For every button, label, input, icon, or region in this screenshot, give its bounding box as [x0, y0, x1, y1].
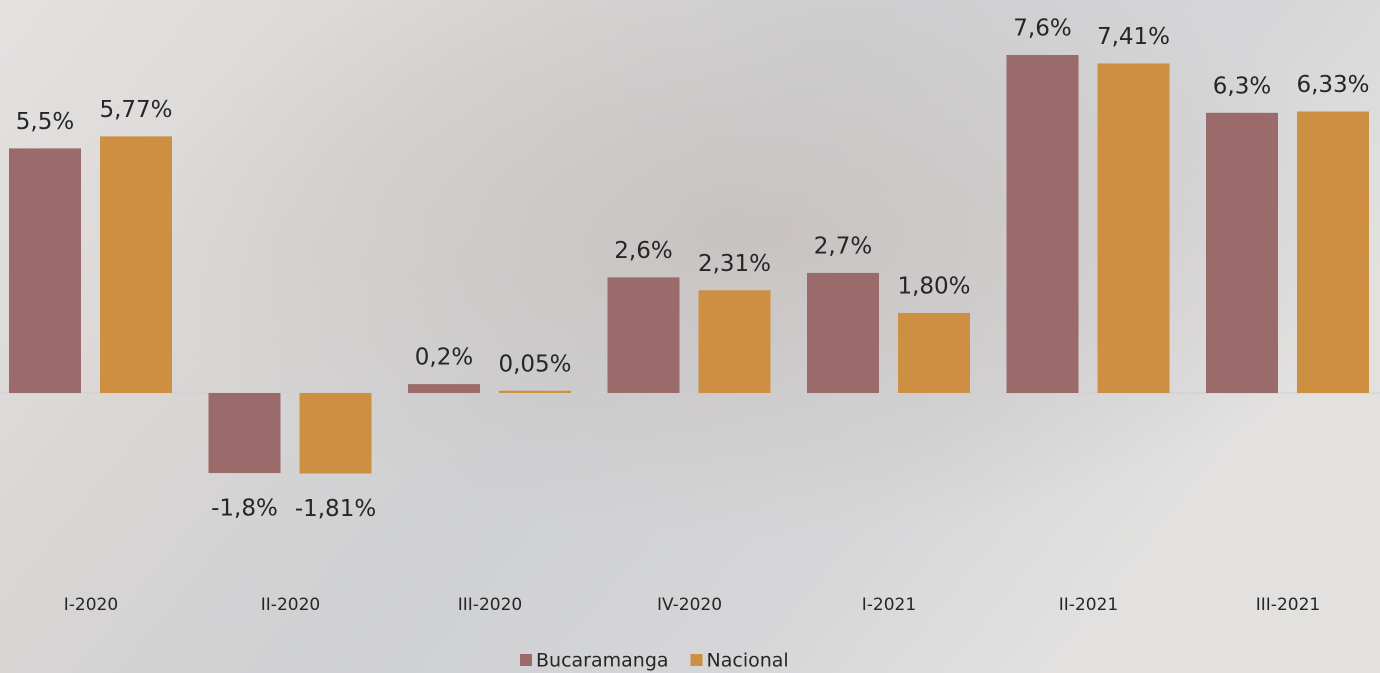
bar	[208, 393, 281, 474]
data-label: 0,2%	[415, 345, 473, 371]
x-tick-label: II-2020	[261, 595, 320, 615]
legend-label: Nacional	[707, 650, 789, 672]
data-label: 2,7%	[814, 233, 872, 259]
x-tick-label: III-2020	[458, 595, 522, 615]
legend-swatch	[690, 654, 703, 666]
data-label: 5,77%	[99, 97, 172, 123]
data-label: 7,41%	[1097, 24, 1170, 50]
x-tick-label: III-2021	[1256, 595, 1320, 615]
bar	[1206, 112, 1278, 393]
data-label: 6,3%	[1213, 73, 1271, 99]
bar	[299, 393, 372, 474]
data-label: 7,6%	[1013, 16, 1071, 42]
bar	[408, 384, 480, 393]
data-label: 6,33%	[1296, 72, 1369, 98]
bar	[698, 290, 771, 393]
data-label: 2,31%	[698, 251, 771, 277]
bar	[1297, 111, 1369, 394]
bar	[898, 312, 970, 393]
data-label: -1,81%	[295, 496, 376, 522]
bar	[607, 277, 680, 393]
x-tick-label: II-2021	[1059, 595, 1118, 615]
bar	[807, 272, 879, 393]
data-label: -1,8%	[211, 496, 278, 522]
plot: I-2020 5,5% 5,77% II-2020 -1,8% -1,81% III-202…	[0, 16, 1380, 672]
data-label: 2,6%	[614, 238, 672, 264]
bar	[9, 148, 81, 393]
data-label: 5,5%	[16, 109, 74, 135]
bar	[1097, 63, 1170, 393]
x-tick-label: I-2021	[862, 595, 916, 615]
legend-swatch	[520, 654, 532, 666]
data-label: 1,80%	[897, 273, 970, 299]
legend-label: Bucaramanga	[536, 650, 669, 672]
bar	[499, 390, 571, 393]
x-tick-label: I-2020	[64, 595, 118, 615]
bar	[100, 136, 172, 393]
x-tick-label: IV-2020	[657, 595, 722, 615]
data-label: 0,05%	[498, 351, 571, 377]
bar	[1006, 55, 1079, 393]
